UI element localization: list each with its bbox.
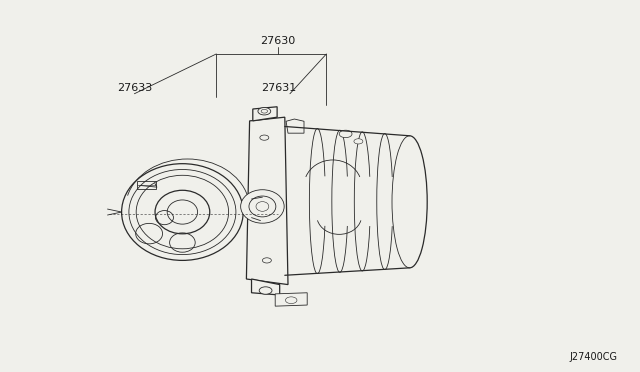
Text: 27633: 27633 <box>116 83 152 93</box>
Text: 27631: 27631 <box>260 83 296 93</box>
Circle shape <box>262 258 271 263</box>
Text: 27630: 27630 <box>260 36 296 46</box>
Circle shape <box>339 130 352 138</box>
Ellipse shape <box>253 206 272 222</box>
Circle shape <box>258 108 271 115</box>
Polygon shape <box>252 279 280 295</box>
Polygon shape <box>275 293 307 306</box>
Circle shape <box>354 139 363 144</box>
Polygon shape <box>246 117 288 285</box>
Circle shape <box>260 135 269 140</box>
Polygon shape <box>286 119 304 133</box>
Bar <box>137 181 156 189</box>
Polygon shape <box>253 107 277 121</box>
Text: J27400CG: J27400CG <box>570 352 618 362</box>
Ellipse shape <box>241 190 284 223</box>
Circle shape <box>259 287 272 294</box>
Circle shape <box>285 297 297 304</box>
